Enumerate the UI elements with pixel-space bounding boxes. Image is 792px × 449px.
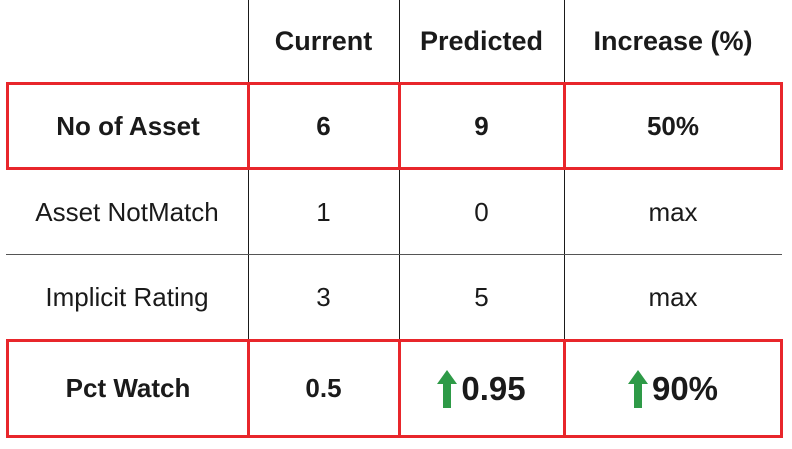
highlight-box [563,339,783,438]
cell-increase: max [648,281,698,312]
row-label-pct-watch: Pct Watch [65,373,191,403]
cell-predicted: 9 [474,110,489,141]
highlight-box [563,82,783,170]
row-label-implicit-rating: Implicit Rating [45,281,209,312]
header-increase: Increase (%) [593,25,753,56]
cell-increase: max [648,196,698,227]
cell-current: 6 [316,110,331,141]
cell-current: 1 [316,196,331,227]
cell-predicted: 5 [474,281,489,312]
cell-current: 0.5 [305,373,342,403]
column-divider [399,0,400,437]
cell-current: 3 [316,281,331,312]
cell-increase: 90% [564,339,782,438]
up-arrow-icon [437,369,458,408]
column-divider [564,0,565,437]
increase-value: 90% [651,369,719,407]
row-label-asset-notmatch: Asset NotMatch [35,196,219,227]
header-predicted: Predicted [419,25,544,56]
up-arrow-icon [627,369,648,408]
column-divider [248,0,249,437]
row-label-no-of-asset: No of Asset [56,110,200,141]
cell-predicted: 0 [474,196,489,227]
row-divider [6,254,782,255]
cell-predicted: 0.95 [399,339,564,438]
cell-increase: 50% [646,110,700,141]
predicted-value: 0.95 [461,369,526,407]
header-current: Current [274,25,373,56]
